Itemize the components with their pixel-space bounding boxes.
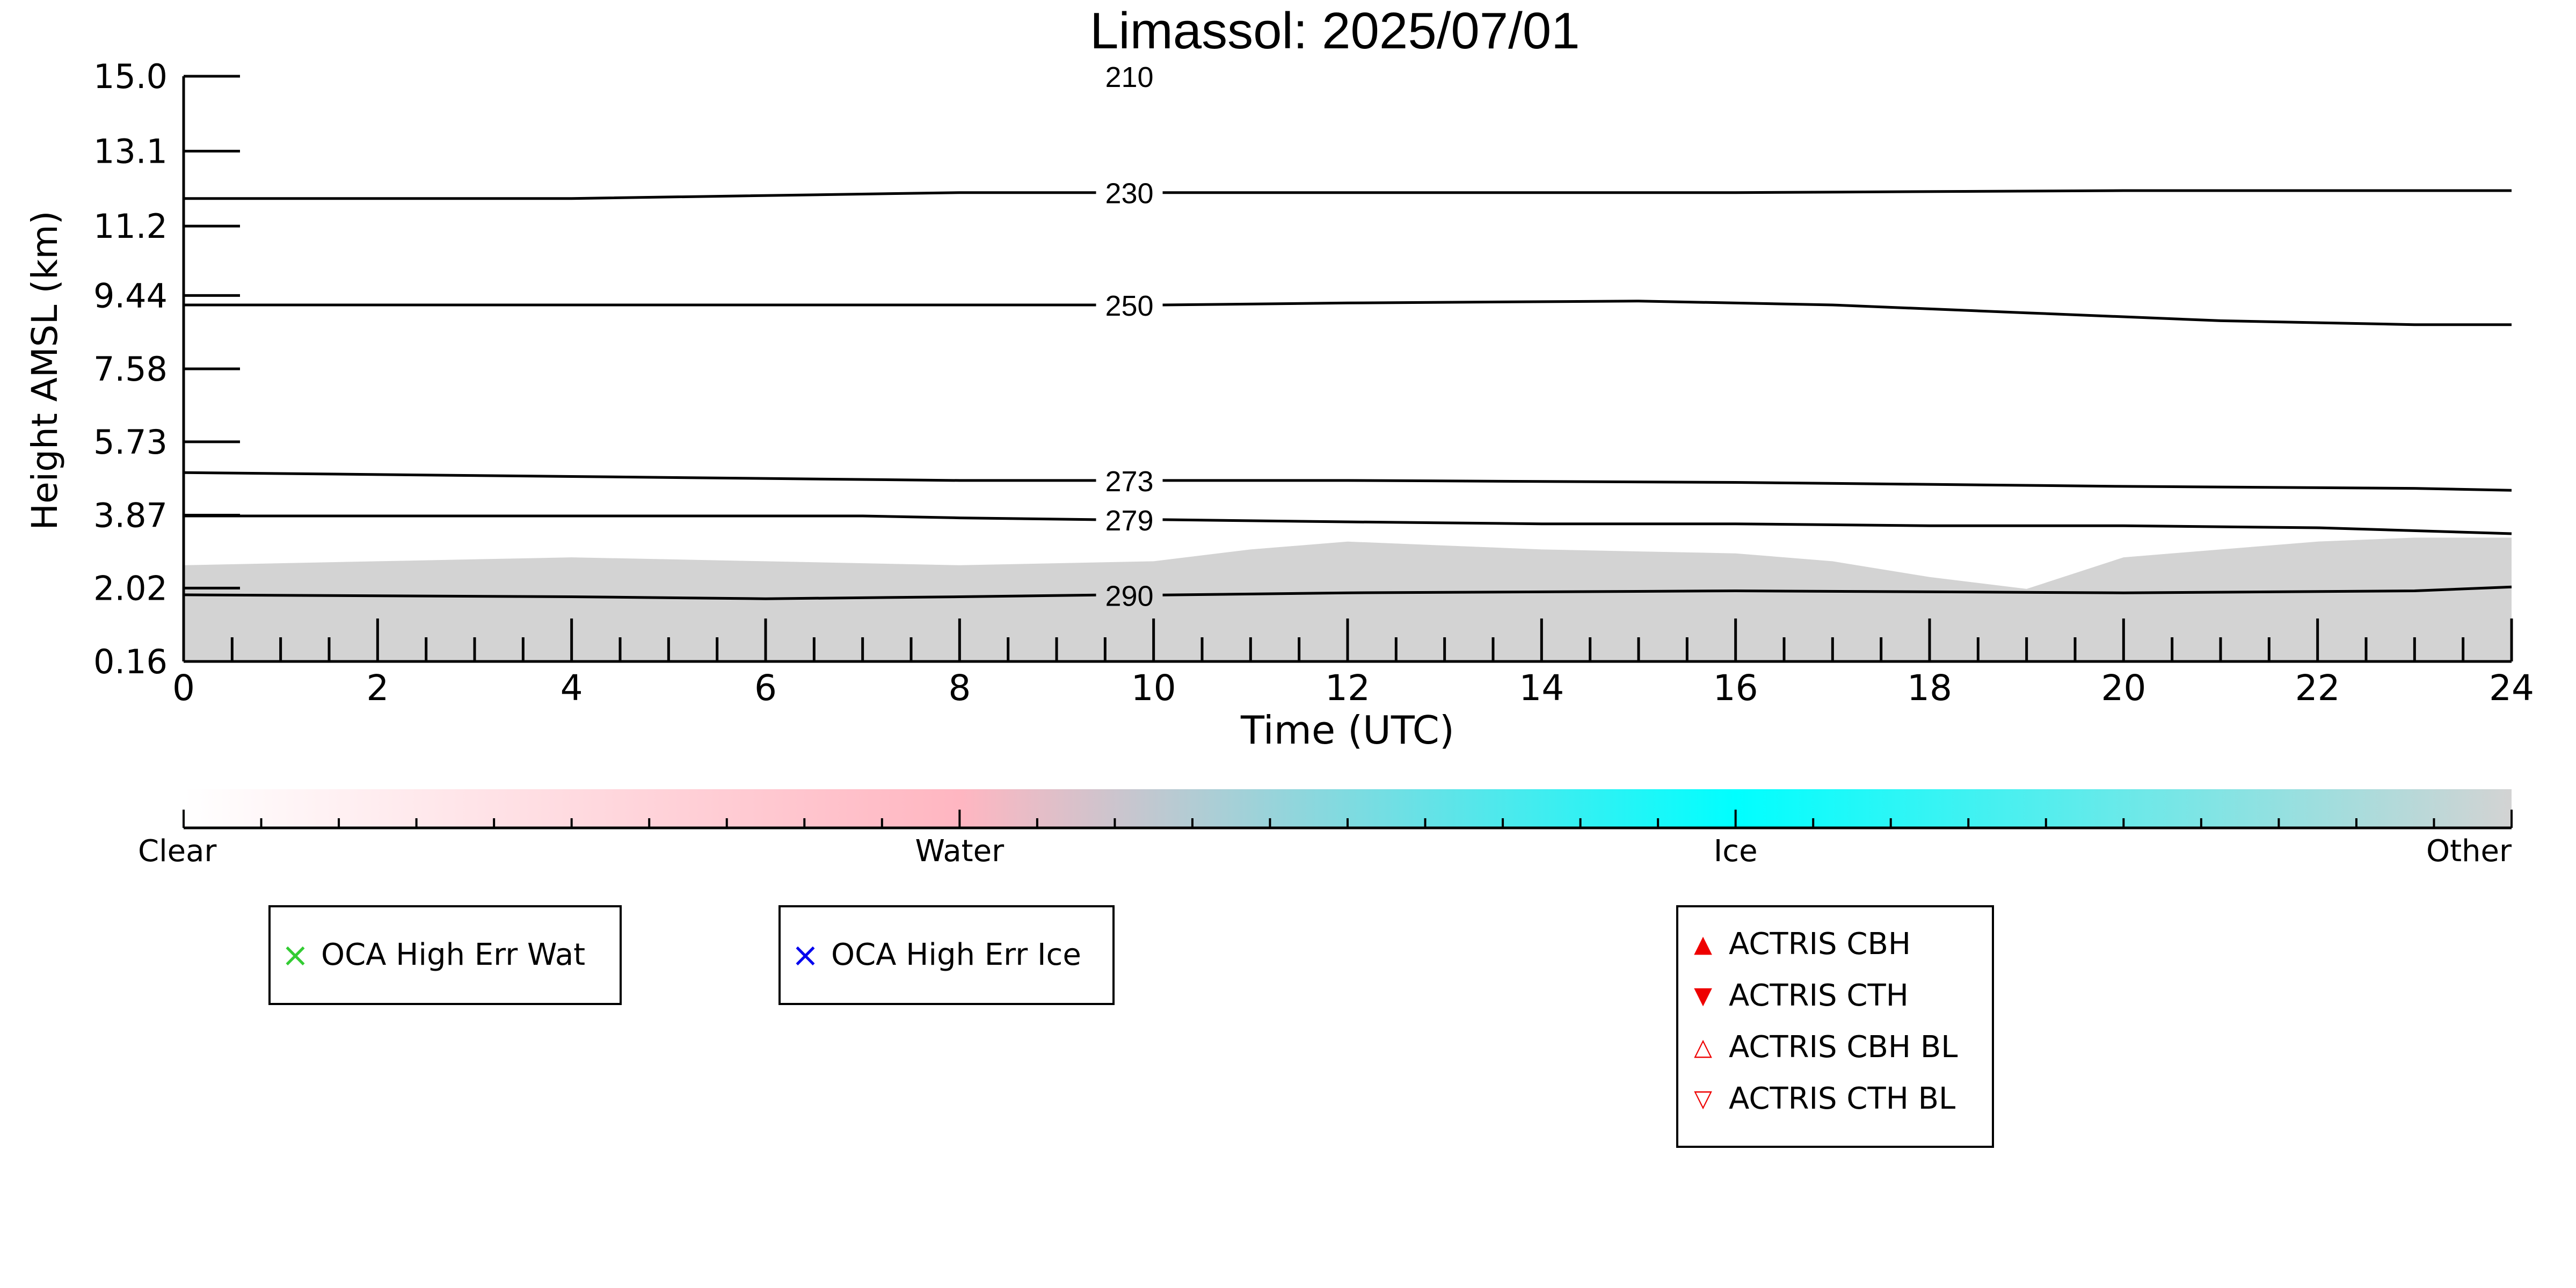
contour-label: 273 <box>1105 465 1153 498</box>
colorbar-label: Clear <box>138 834 217 869</box>
legend-entry: × OCA High Err Wat <box>279 937 585 972</box>
y-tick-label: 5.73 <box>93 423 168 462</box>
colorbar-label: Other <box>2426 834 2512 869</box>
legend-entry: ▼ ACTRIS CTH <box>1687 978 1909 1013</box>
legend-label: ACTRIS CBH <box>1729 927 1911 962</box>
x-tick-label: 0 <box>172 667 195 709</box>
legend-label: ACTRIS CTH <box>1729 978 1909 1013</box>
x-tick-label: 16 <box>1713 667 1758 709</box>
x-tick-label: 2 <box>366 667 389 709</box>
colorbar: Clear Water Ice Other <box>138 789 2513 869</box>
y-axis-label: Height AMSL (km) <box>24 211 66 530</box>
y-tick-label: 13.1 <box>93 132 168 171</box>
contour-line <box>184 191 1096 200</box>
triangle-up-outline-icon: △ <box>1694 1033 1712 1061</box>
x-tick-label: 10 <box>1131 667 1176 709</box>
legend-entry: ▽ ACTRIS CTH BL <box>1687 1081 1955 1116</box>
y-tick-label: 11.2 <box>93 207 168 246</box>
x-axis-label: Time (UTC) <box>1240 708 1454 753</box>
contour-line <box>1162 518 2512 535</box>
triangle-up-filled-icon: ▲ <box>1694 930 1712 958</box>
legend-oca-ice: × OCA High Err Ice <box>778 905 1115 1005</box>
legend-label: ACTRIS CTH BL <box>1729 1081 1956 1116</box>
triangle-down-filled-icon: ▼ <box>1694 981 1712 1009</box>
y-tick-label: 0.16 <box>93 642 168 681</box>
chart-title: Limassol: 2025/07/01 <box>1090 2 1580 60</box>
contour-line <box>1162 585 2512 596</box>
x-axis: 0 2 4 6 8 10 12 14 16 18 20 22 24 <box>172 618 2534 709</box>
contour-line <box>183 593 1096 600</box>
colorbar-axis: Clear Water Ice Other <box>138 810 2513 869</box>
y-tick-label: 7.58 <box>93 350 168 389</box>
contour-label: 230 <box>1105 178 1153 210</box>
contour-line <box>184 514 1096 521</box>
x-tick-label: 8 <box>948 667 971 709</box>
legend-entry: ▲ ACTRIS CBH <box>1687 927 1911 962</box>
x-tick-label: 20 <box>2101 667 2146 709</box>
y-axis: 0.16 2.02 3.87 5.73 7.58 9.44 11.2 13.1 15.0 <box>93 57 240 681</box>
legend-oca-water: × OCA High Err Wat <box>268 905 622 1005</box>
x-tick-label: 22 <box>2295 667 2340 709</box>
x-tick-label: 24 <box>2489 667 2534 709</box>
legend-entry: △ ACTRIS CBH BL <box>1687 1030 1958 1065</box>
contour-label: 250 <box>1105 290 1153 322</box>
legend-label: OCA High Err Ice <box>831 937 1081 972</box>
x-tick-label: 14 <box>1519 667 1564 709</box>
legend-label: ACTRIS CBH BL <box>1729 1030 1958 1065</box>
legend-label: OCA High Err Wat <box>321 937 586 972</box>
x-mark-icon: × <box>281 935 309 974</box>
y-tick-label: 9.44 <box>93 276 168 315</box>
x-tick-label: 4 <box>561 667 583 709</box>
legend-actris: ▲ ACTRIS CBH ▼ ACTRIS CTH △ ACTRIS CBH B… <box>1676 905 1994 1148</box>
contour-label: 279 <box>1105 505 1153 537</box>
contour-line <box>1162 479 2512 492</box>
x-mark-icon: × <box>791 935 819 974</box>
y-tick-label: 3.87 <box>93 496 168 535</box>
legend-entry: × OCA High Err Ice <box>789 937 1081 972</box>
colorbar-label: Ice <box>1714 834 1758 869</box>
contour-label: 290 <box>1105 580 1153 612</box>
colorbar-label: Water <box>915 834 1005 869</box>
x-tick-label: 6 <box>754 667 777 709</box>
x-tick-label: 12 <box>1325 667 1370 709</box>
y-tick-label: 2.02 <box>93 569 168 608</box>
contour-line <box>1162 189 2512 194</box>
temperature-contours: 210 230 250 273 279 290 <box>183 61 2512 612</box>
x-tick-label: 18 <box>1907 667 1952 709</box>
contour-line <box>183 471 1096 482</box>
y-tick-label: 15.0 <box>93 57 168 96</box>
contour-label: 210 <box>1105 61 1153 93</box>
triangle-down-outline-icon: ▽ <box>1694 1085 1712 1112</box>
contour-line <box>1162 300 2512 326</box>
